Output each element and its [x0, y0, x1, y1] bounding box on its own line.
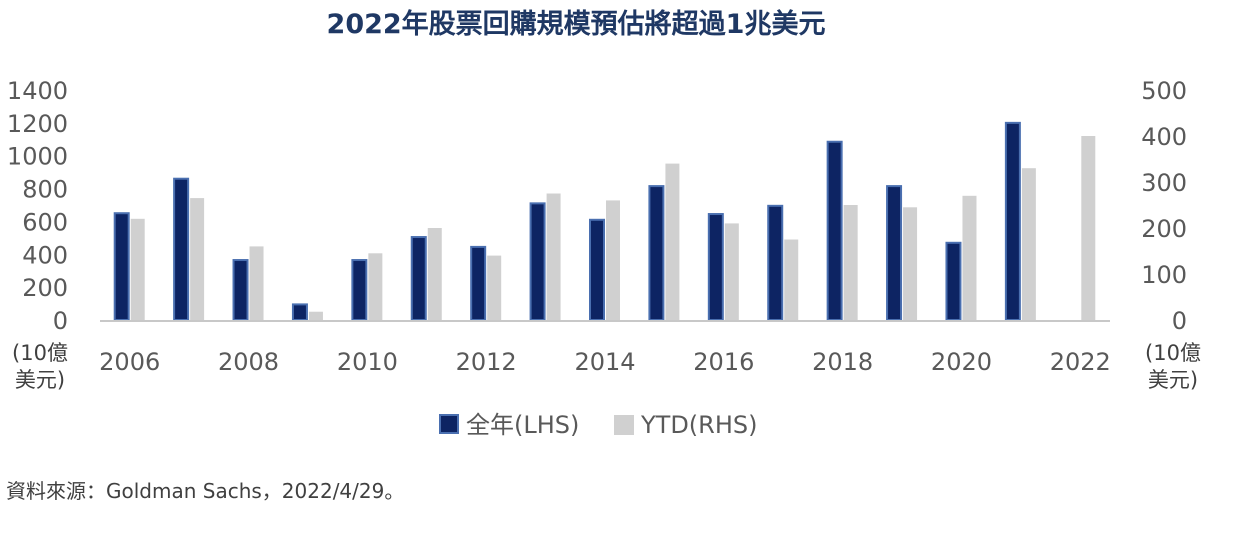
bars-group — [113, 121, 1096, 322]
bar-ytd-2018 — [843, 205, 858, 320]
right-tick-label: 200 — [1141, 215, 1187, 243]
bar-full-year-2015 — [648, 185, 665, 321]
legend-label-full-year: 全年(LHS) — [466, 411, 579, 439]
x-tick-label: 2020 — [931, 348, 992, 376]
left-axis-unit-line1: (10億 — [12, 341, 68, 365]
bar-full-year-2021 — [1004, 121, 1021, 321]
legend-label-ytd: YTD(RHS) — [640, 411, 757, 439]
x-tick-label: 2016 — [693, 348, 754, 376]
right-tick-label: 100 — [1141, 261, 1187, 289]
legend-swatch-ytd — [614, 415, 634, 435]
chart-title: 2022年股票回購規模預估將超過1兆美元 — [327, 8, 826, 40]
bar-full-year-2020 — [945, 241, 962, 322]
x-axis-ticks: 2006 2008 2010 2012 2014 2016 2018 2020 2022 — [99, 348, 1111, 376]
bar-ytd-2015 — [665, 163, 680, 320]
legend: 全年(LHS) YTD(RHS) — [439, 411, 757, 439]
bar-full-year-2009 — [291, 303, 308, 321]
legend-swatch-full-year — [439, 414, 459, 434]
bar-ytd-2020 — [962, 195, 977, 320]
bar-ytd-2010 — [368, 253, 383, 320]
bar-full-year-2016 — [707, 213, 724, 322]
bar-ytd-2021 — [1021, 168, 1036, 320]
bar-ytd-2011 — [427, 228, 442, 320]
bar-full-year-2018 — [826, 140, 843, 321]
bar-ytd-2007 — [190, 198, 205, 320]
right-tick-label: 300 — [1141, 169, 1187, 197]
bar-full-year-2017 — [767, 204, 784, 321]
bar-full-year-2010 — [351, 259, 368, 321]
bar-ytd-2022 — [1081, 136, 1096, 320]
bar-ytd-2006 — [130, 218, 145, 320]
left-tick-label: 1000 — [7, 143, 68, 171]
left-tick-label: 200 — [22, 274, 68, 302]
right-axis-ticks: 0 100 200 300 400 500 — [1141, 77, 1187, 335]
left-tick-label: 1200 — [7, 110, 68, 138]
bar-ytd-2014 — [606, 200, 620, 320]
left-tick-label: 600 — [22, 208, 68, 236]
left-tick-label: 0 — [53, 307, 68, 335]
bar-ytd-2017 — [784, 239, 799, 320]
right-axis-unit-line1: (10億 — [1145, 341, 1201, 365]
bar-ytd-2013 — [546, 193, 561, 320]
left-tick-label: 400 — [22, 241, 68, 269]
bar-ytd-2016 — [724, 223, 739, 320]
left-axis-unit-line2: 美元) — [15, 368, 65, 392]
bar-ytd-2019 — [903, 207, 918, 320]
x-tick-label: 2022 — [1050, 348, 1111, 376]
right-axis-unit-line2: 美元) — [1148, 368, 1198, 392]
bar-full-year-2012 — [470, 245, 487, 321]
bar-full-year-2019 — [886, 185, 903, 321]
x-tick-label: 2014 — [574, 348, 635, 376]
left-tick-label: 1400 — [7, 77, 68, 105]
x-tick-label: 2008 — [218, 348, 279, 376]
x-tick-label: 2012 — [456, 348, 517, 376]
right-tick-label: 400 — [1141, 123, 1187, 151]
bar-full-year-2011 — [410, 236, 427, 322]
x-tick-label: 2010 — [337, 348, 398, 376]
right-tick-label: 500 — [1141, 77, 1187, 105]
bar-full-year-2013 — [529, 202, 546, 322]
right-tick-label: 0 — [1172, 307, 1187, 335]
bar-full-year-2007 — [173, 177, 190, 321]
x-tick-label: 2006 — [99, 348, 160, 376]
bar-ytd-2012 — [487, 255, 502, 320]
source-note: 資料來源：Goldman Sachs，2022/4/29。 — [6, 479, 404, 503]
left-tick-label: 800 — [22, 176, 68, 204]
bar-full-year-2008 — [232, 259, 249, 321]
bar-ytd-2008 — [249, 246, 264, 320]
bar-full-year-2014 — [589, 218, 605, 322]
x-tick-label: 2018 — [812, 348, 873, 376]
bar-full-year-2006 — [113, 212, 130, 321]
bar-ytd-2009 — [308, 311, 323, 320]
left-axis-ticks: 0 200 400 600 800 1000 1200 1400 — [7, 77, 68, 335]
